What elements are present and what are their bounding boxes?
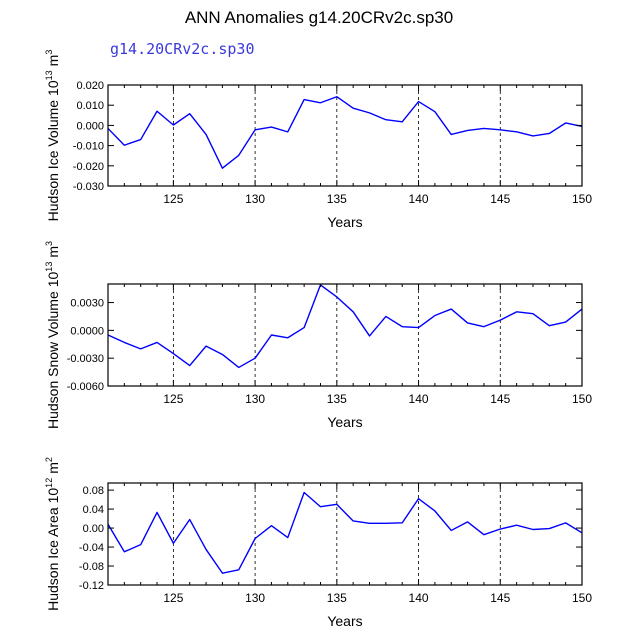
y-axis-label-yunit-exp: 13: [44, 70, 54, 80]
y-tick-label: -0.12: [79, 580, 104, 592]
y-tick-label: 0.00: [83, 523, 104, 535]
y-tick-label: -0.04: [79, 542, 104, 554]
y-axis-label-ylabel: Hudson Ice Area: [45, 507, 61, 611]
y-axis-label-yunit-base: 10: [45, 488, 61, 504]
plot-frame: [107, 84, 583, 187]
y-axis-label-yunit-suffix-exp: 2: [44, 457, 54, 462]
x-tick-label: 135: [327, 591, 347, 605]
y-tick-label: -0.0030: [67, 353, 104, 365]
x-axis-label: Years: [327, 414, 362, 430]
y-axis-label: Hudson Ice Area 1012 m2: [44, 457, 61, 611]
x-tick-label: 130: [245, 192, 265, 206]
x-tick-label: 145: [490, 392, 510, 406]
y-axis-label-yunit-suffix: m: [45, 462, 61, 474]
y-axis-label-ylabel: Hudson Snow Volume: [45, 291, 61, 429]
x-tick-label: 140: [409, 591, 429, 605]
y-axis-label-ylabel: Hudson Ice Volume: [45, 100, 61, 222]
y-axis-label-yunit-suffix: m: [45, 55, 61, 67]
y-axis-label-yunit-base: 10: [45, 80, 61, 96]
x-tick-label: 125: [163, 591, 183, 605]
x-tick-label: 150: [572, 192, 592, 206]
y-tick-label: 0.0030: [70, 298, 104, 310]
x-tick-label: 140: [409, 392, 429, 406]
y-axis-label-yunit-suffix-exp: 3: [44, 50, 54, 55]
x-tick-label: 125: [163, 392, 183, 406]
y-axis-label-yunit-exp: 12: [44, 478, 54, 488]
figure-title: ANN Anomalies g14.20CRv2c.sp30: [184, 8, 454, 27]
y-tick-label: 0.08: [83, 485, 104, 497]
x-tick-label: 150: [572, 591, 592, 605]
y-tick-label: -0.020: [73, 161, 104, 173]
y-tick-label: 0.000: [76, 120, 104, 132]
data-line: [107, 96, 583, 169]
panel-1: 125 130 135 140 145 150 -0.030 -0.020 -0.010 0.00…: [44, 50, 592, 230]
data-line: [107, 491, 583, 574]
y-tick-label: -0.0060: [67, 381, 104, 393]
y-axis-label: Hudson Snow Volume 1013 m3: [44, 241, 61, 429]
y-axis-label-yunit-suffix-exp: 3: [44, 241, 54, 246]
y-tick-label: -0.08: [79, 561, 104, 573]
x-tick-label: 125: [163, 192, 183, 206]
y-axis-label-yunit-base: 10: [45, 271, 61, 287]
x-axis-label: Years: [327, 214, 362, 230]
x-tick-label: 135: [327, 192, 347, 206]
x-tick-label: 130: [245, 591, 265, 605]
figure-subtitle: g14.20CRv2c.sp30: [110, 40, 255, 58]
y-tick-label: 0.010: [76, 100, 104, 112]
data-line: [107, 284, 583, 369]
plot-frame: [107, 482, 583, 586]
y-tick-label: -0.030: [73, 181, 104, 193]
y-axis-label-yunit-suffix: m: [45, 246, 61, 258]
x-tick-label: 150: [572, 392, 592, 406]
y-tick-label: 0.0000: [70, 325, 104, 337]
panel-2: 125 130 135 140 145 150 -0.0060 -0.0030 0.0000 0.…: [44, 241, 592, 430]
plot-frame: [107, 283, 583, 387]
y-axis-label-yunit-exp: 13: [44, 262, 54, 272]
y-tick-label: 0.020: [76, 80, 104, 92]
y-tick-label: 0.04: [83, 504, 104, 516]
x-tick-label: 135: [327, 392, 347, 406]
x-tick-label: 145: [490, 591, 510, 605]
x-tick-label: 140: [409, 192, 429, 206]
x-tick-label: 145: [490, 192, 510, 206]
y-tick-label: -0.010: [73, 141, 104, 153]
x-axis-label: Years: [327, 613, 362, 629]
x-tick-label: 130: [245, 392, 265, 406]
panel-3: 125 130 135 140 145 150 -0.12 -0.08 -0.04 0.00 0.0…: [44, 457, 592, 629]
y-axis-label: Hudson Ice Volume 1013 m3: [44, 50, 61, 222]
